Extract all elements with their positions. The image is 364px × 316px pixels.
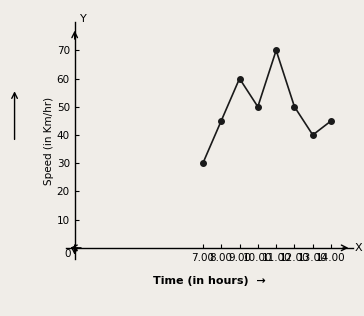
Text: Time (in hours)  →: Time (in hours) → bbox=[153, 276, 266, 286]
Text: X: X bbox=[355, 243, 363, 253]
Text: Y: Y bbox=[80, 14, 87, 23]
Y-axis label: Speed (in Km/hr): Speed (in Km/hr) bbox=[44, 97, 54, 185]
Text: 0: 0 bbox=[64, 249, 71, 259]
